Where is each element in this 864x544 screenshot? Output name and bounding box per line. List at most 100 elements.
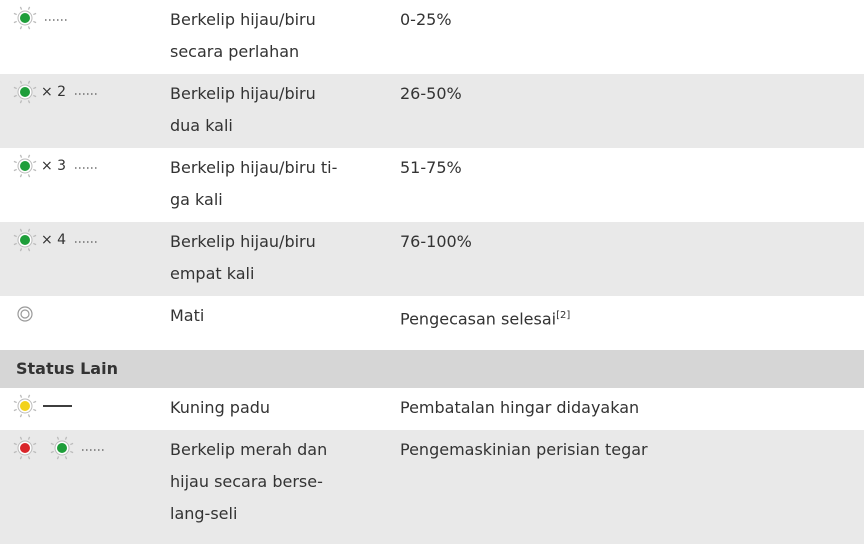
led-ray — [19, 100, 23, 104]
led-ray — [19, 154, 23, 158]
status-text: Pengemaskinian perisian tegar — [400, 440, 648, 459]
status: 76-100% — [400, 226, 472, 258]
description: secara perlahan — [170, 42, 300, 61]
led-icon — [50, 436, 74, 460]
led-ray — [27, 414, 31, 418]
table-row: × 3 Berkelip hijau/biru ti-ga kali 51-75% — [0, 148, 864, 222]
led-ray — [33, 94, 37, 98]
status-text: 26-50% — [400, 84, 462, 103]
led-ray — [13, 20, 17, 24]
row-icons — [13, 80, 97, 104]
row-icons — [13, 6, 67, 30]
led-ray — [19, 80, 23, 84]
led-ray — [13, 450, 17, 454]
led-ray — [56, 456, 60, 460]
led-ray — [33, 86, 37, 90]
table-row: Mati Pengecasan selesai[2] — [0, 296, 864, 350]
led-ray — [33, 160, 37, 164]
led-ray — [19, 248, 23, 252]
led-ray — [13, 400, 17, 404]
led-ray — [33, 450, 37, 454]
led-ray — [19, 6, 23, 10]
status-text: Pengecasan selesai — [400, 309, 557, 329]
led-ray — [27, 228, 31, 232]
blink-count: × 4 — [41, 232, 67, 248]
description: Berkelip hijau/biru — [170, 10, 316, 29]
led-icon — [13, 394, 37, 418]
led-ray — [33, 234, 37, 238]
description: Berkelip merah dan — [170, 440, 328, 459]
status: 0-25% — [400, 4, 452, 36]
led-ray — [56, 436, 60, 440]
status-text: Pembatalan hingar didayakan — [400, 398, 640, 417]
led-ray — [13, 160, 17, 164]
led-ray — [19, 456, 23, 460]
led-ray — [19, 228, 23, 232]
led-core — [57, 443, 67, 453]
led-icon — [13, 80, 37, 104]
led-core — [20, 309, 30, 319]
description: Mati — [170, 306, 205, 325]
status: 51-75% — [400, 152, 462, 184]
led-ray — [27, 248, 31, 252]
row-icons — [13, 228, 97, 252]
description: lang-seli — [170, 504, 238, 523]
led-ray — [50, 442, 54, 446]
led-ray — [19, 394, 23, 398]
row-icons — [13, 394, 72, 418]
led-ray — [27, 6, 31, 10]
led-core — [20, 161, 30, 171]
led-ray — [33, 408, 37, 412]
led-ray — [70, 442, 74, 446]
led-ray — [27, 26, 31, 30]
led-ray — [13, 234, 17, 238]
led-ring — [17, 306, 33, 322]
status: 26-50% — [400, 78, 462, 110]
led-core — [20, 235, 30, 245]
led-icon — [17, 306, 33, 322]
led-ray — [50, 450, 54, 454]
description: dua kali — [170, 116, 233, 135]
led-ray — [27, 456, 31, 460]
status: Pengemaskinian perisian tegar — [400, 434, 648, 466]
status: Pembatalan hingar didayakan — [400, 392, 639, 424]
led-icon — [13, 228, 37, 252]
footnote: [2] — [556, 310, 571, 321]
led-ray — [27, 80, 31, 84]
led-ray — [13, 408, 17, 412]
row-icons — [17, 306, 33, 322]
description: Kuning padu — [170, 398, 271, 417]
led-ray — [13, 442, 17, 446]
description: Berkelip hijau/biru — [170, 232, 316, 251]
led-ray — [33, 442, 37, 446]
led-ray — [70, 450, 74, 454]
table-row: Berkelip merah dan hijau secara berse-lan… — [0, 430, 864, 544]
led-ray — [64, 456, 68, 460]
led-core — [20, 401, 30, 411]
section-title: Status Lain — [16, 359, 118, 378]
description: Berkelip hijau/biru ti- — [170, 158, 338, 177]
led-ray — [13, 86, 17, 90]
led-ray — [33, 242, 37, 246]
row-icons — [13, 436, 104, 460]
led-ray — [33, 168, 37, 172]
led-ray — [13, 12, 17, 16]
status-text: 76-100% — [400, 232, 472, 251]
led-core — [20, 443, 30, 453]
row-icons — [13, 154, 97, 178]
led-icon — [13, 154, 37, 178]
blink-count: × 3 — [41, 158, 67, 174]
led-ray — [19, 436, 23, 440]
led-ray — [13, 94, 17, 98]
led-ray — [64, 436, 68, 440]
led-ray — [27, 394, 31, 398]
led-ray — [27, 100, 31, 104]
led-ray — [19, 414, 23, 418]
led-ray — [19, 174, 23, 178]
led-icon — [13, 436, 37, 460]
table-row: × 4 Berkelip hijau/biru empat kali 76-100% — [0, 222, 864, 296]
led-core — [20, 13, 30, 23]
blink-count: × 2 — [41, 84, 67, 100]
description: ga kali — [170, 190, 223, 209]
